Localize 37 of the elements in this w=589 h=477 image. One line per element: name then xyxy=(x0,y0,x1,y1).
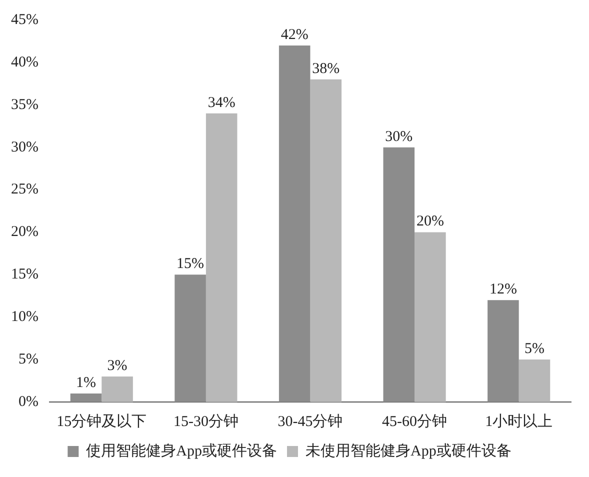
data-label: 1% xyxy=(76,374,96,391)
data-label: 3% xyxy=(107,358,128,374)
y-tick-label: 30% xyxy=(10,139,38,156)
y-tick-label: 10% xyxy=(10,309,38,326)
bar xyxy=(278,45,310,402)
data-label: 20% xyxy=(416,214,444,230)
data-label: 34% xyxy=(208,94,236,111)
data-label: 30% xyxy=(385,128,413,145)
bar xyxy=(488,300,519,402)
y-tick-label: 35% xyxy=(10,96,38,113)
legend-label: 未使用智能健身App或硬件设备 xyxy=(306,442,512,460)
bar xyxy=(518,360,550,402)
y-tick-label: 25% xyxy=(10,182,38,198)
y-tick-label: 45% xyxy=(10,12,38,28)
y-tick-label: 15% xyxy=(10,266,38,283)
data-label: 5% xyxy=(524,340,544,357)
x-tick-label: 15分钟及以下 xyxy=(56,412,147,430)
x-tick-label: 30-45分钟 xyxy=(278,412,343,430)
bar xyxy=(174,274,206,402)
x-tick-label: 15-30分钟 xyxy=(173,412,238,430)
y-tick-label: 0% xyxy=(18,394,38,410)
x-tick-label: 1小时以上 xyxy=(485,412,553,430)
data-label: 15% xyxy=(176,256,204,272)
bar xyxy=(414,232,446,402)
bar xyxy=(206,113,238,402)
y-tick-label: 5% xyxy=(18,351,38,368)
bar xyxy=(70,394,102,402)
legend-label: 使用智能健身App或硬件设备 xyxy=(86,442,278,460)
bar xyxy=(102,376,133,402)
data-label: 12% xyxy=(489,282,517,298)
bar xyxy=(310,79,342,402)
x-tick-label: 45-60分钟 xyxy=(382,412,448,430)
bar xyxy=(383,147,415,402)
y-tick-label: 20% xyxy=(10,224,38,240)
y-tick-label: 40% xyxy=(10,54,38,70)
data-label: 42% xyxy=(280,26,308,43)
data-label: 38% xyxy=(312,60,340,77)
